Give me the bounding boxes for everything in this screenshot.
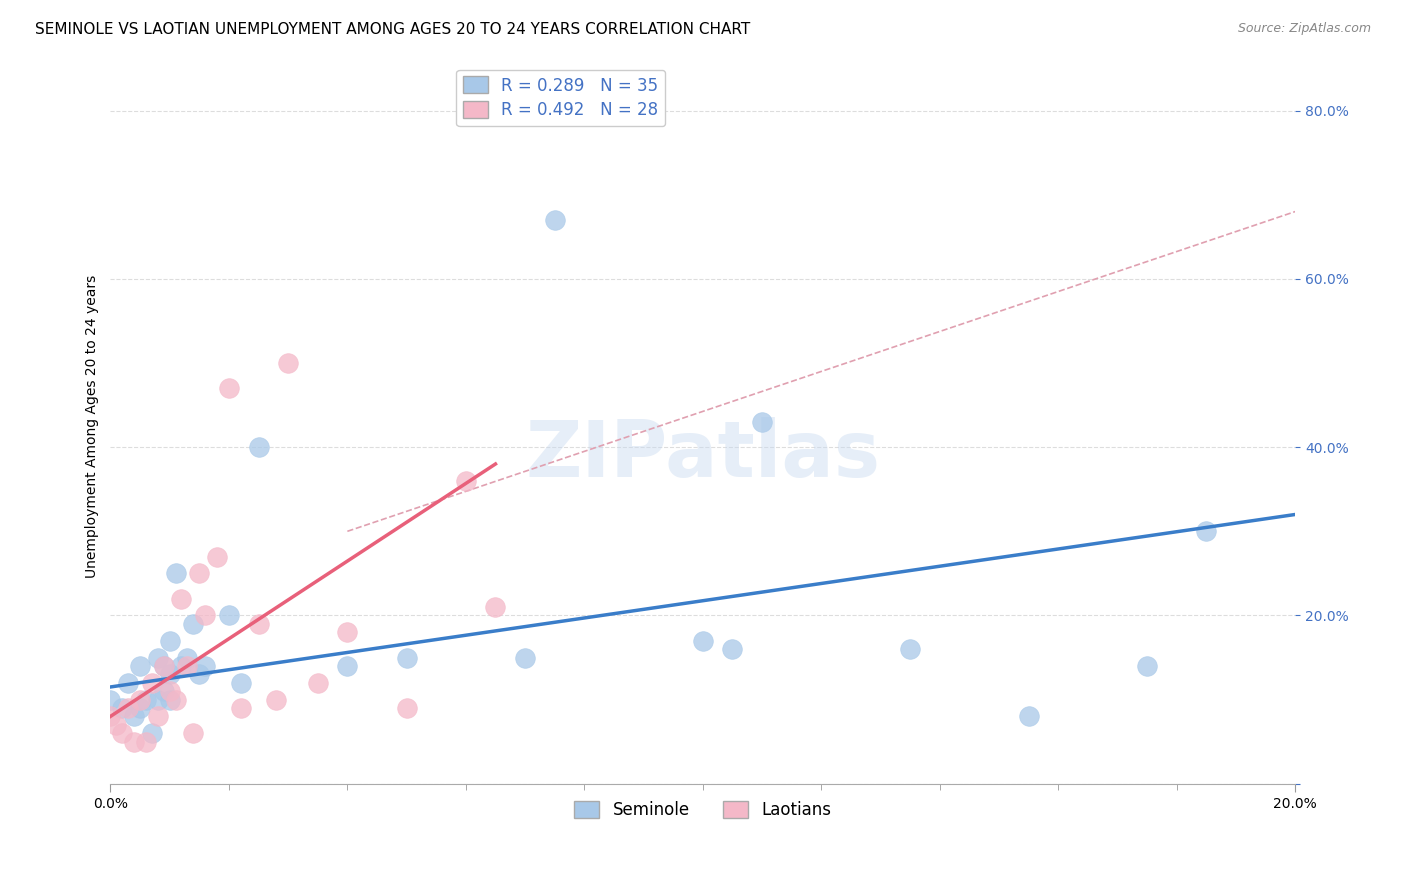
- Point: [229, 675, 252, 690]
- Point: [277, 356, 299, 370]
- Point: [141, 726, 163, 740]
- Point: [122, 709, 145, 723]
- Point: [117, 675, 139, 690]
- Point: [165, 566, 187, 581]
- Point: [183, 616, 205, 631]
- Point: [188, 667, 211, 681]
- Point: [1195, 524, 1218, 539]
- Point: [170, 591, 193, 606]
- Point: [307, 675, 329, 690]
- Point: [176, 659, 198, 673]
- Point: [117, 701, 139, 715]
- Point: [721, 642, 744, 657]
- Point: [194, 608, 217, 623]
- Point: [544, 213, 567, 227]
- Point: [135, 734, 157, 748]
- Y-axis label: Unemployment Among Ages 20 to 24 years: Unemployment Among Ages 20 to 24 years: [86, 275, 100, 578]
- Point: [229, 701, 252, 715]
- Point: [336, 625, 359, 640]
- Point: [122, 734, 145, 748]
- Point: [111, 726, 134, 740]
- Point: [218, 608, 240, 623]
- Point: [159, 692, 181, 706]
- Point: [165, 692, 187, 706]
- Point: [454, 474, 477, 488]
- Point: [159, 667, 181, 681]
- Point: [484, 600, 506, 615]
- Point: [146, 692, 169, 706]
- Point: [513, 650, 536, 665]
- Point: [194, 659, 217, 673]
- Text: SEMINOLE VS LAOTIAN UNEMPLOYMENT AMONG AGES 20 TO 24 YEARS CORRELATION CHART: SEMINOLE VS LAOTIAN UNEMPLOYMENT AMONG A…: [35, 22, 751, 37]
- Point: [129, 692, 152, 706]
- Point: [146, 650, 169, 665]
- Point: [266, 692, 288, 706]
- Text: ZIPatlas: ZIPatlas: [526, 417, 880, 492]
- Point: [751, 415, 773, 429]
- Point: [152, 684, 174, 698]
- Point: [129, 701, 152, 715]
- Point: [159, 684, 181, 698]
- Point: [188, 566, 211, 581]
- Text: Source: ZipAtlas.com: Source: ZipAtlas.com: [1237, 22, 1371, 36]
- Point: [146, 709, 169, 723]
- Point: [205, 549, 228, 564]
- Point: [105, 718, 128, 732]
- Point: [170, 659, 193, 673]
- Point: [129, 659, 152, 673]
- Point: [247, 616, 270, 631]
- Point: [898, 642, 921, 657]
- Point: [336, 659, 359, 673]
- Point: [159, 633, 181, 648]
- Point: [183, 726, 205, 740]
- Point: [100, 709, 122, 723]
- Point: [100, 692, 122, 706]
- Point: [395, 701, 418, 715]
- Point: [692, 633, 714, 648]
- Point: [111, 701, 134, 715]
- Point: [152, 659, 174, 673]
- Point: [1018, 709, 1040, 723]
- Point: [152, 659, 174, 673]
- Point: [141, 675, 163, 690]
- Legend: Seminole, Laotians: Seminole, Laotians: [568, 794, 838, 825]
- Point: [247, 440, 270, 454]
- Point: [218, 381, 240, 395]
- Point: [395, 650, 418, 665]
- Point: [176, 650, 198, 665]
- Point: [135, 692, 157, 706]
- Point: [1136, 659, 1159, 673]
